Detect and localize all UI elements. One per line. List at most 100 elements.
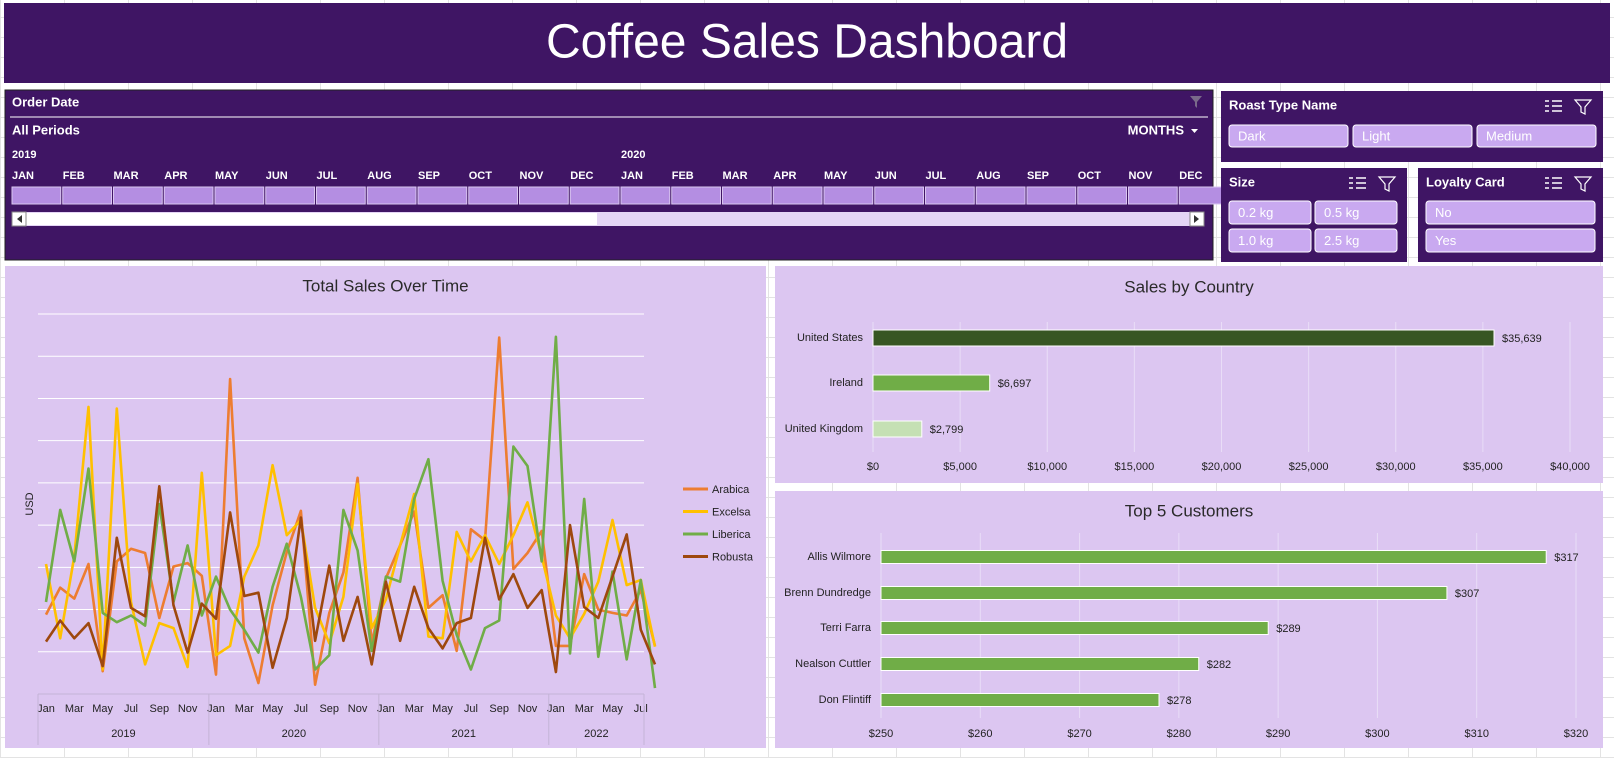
timeline-cell[interactable] (163, 186, 214, 205)
slicer-button[interactable] (1425, 228, 1596, 253)
slicer-item[interactable]: Light (1362, 128, 1391, 143)
multi-select-icon[interactable] (1349, 177, 1366, 189)
series-line (44, 405, 657, 671)
timeline-cell[interactable] (366, 186, 417, 205)
slicer-button[interactable] (1228, 228, 1312, 253)
timeline-cell[interactable] (265, 186, 315, 205)
dropdown-arrow (1191, 129, 1198, 133)
timeline-level[interactable]: MONTHS (1128, 122, 1185, 137)
slicer-item[interactable]: No (1435, 205, 1452, 220)
x-tick-label: $300 (1365, 728, 1389, 740)
timeline-cell[interactable] (11, 186, 62, 205)
x-tick-label: Nov (518, 703, 538, 715)
x-tick-label: $0 (867, 461, 879, 473)
x-tick-label: $250 (869, 728, 893, 740)
slicer-button[interactable] (1352, 124, 1473, 148)
timeline-month: DEC (570, 170, 593, 182)
y-axis-label: USD (24, 492, 36, 515)
timeline-cell[interactable] (1128, 186, 1178, 205)
data-label: $317 (1554, 552, 1578, 564)
x-tick-label: $15,000 (1114, 461, 1154, 473)
dashboard-title: Coffee Sales Dashboard (546, 16, 1068, 69)
timeline-cell[interactable] (620, 186, 671, 205)
clear-filter-icon[interactable] (1377, 176, 1397, 192)
clear-filter-icon[interactable] (1190, 96, 1202, 108)
timeline-cell[interactable] (1077, 186, 1127, 205)
bar (880, 621, 1269, 635)
timeline-cell[interactable] (468, 186, 518, 205)
timeline-cell[interactable] (1178, 186, 1229, 205)
bar (872, 420, 923, 438)
timeline-cell[interactable] (62, 186, 112, 205)
slicer-title: Size (1229, 174, 1255, 189)
timeline-month: AUG (367, 170, 391, 182)
x-tick-label: Mar (575, 703, 594, 715)
slicer-item[interactable]: 0.5 kg (1324, 205, 1359, 220)
slicer-button[interactable] (1228, 200, 1312, 225)
multi-select-icon[interactable] (1545, 100, 1562, 112)
category-label: Brenn Dundredge (784, 587, 871, 599)
timeline-cell[interactable] (113, 186, 163, 205)
category-label: Nealson Cuttler (795, 658, 871, 670)
timeline-year: 2019 (12, 149, 36, 161)
x-tick-label: Jul (294, 703, 308, 715)
slicer-item[interactable]: Yes (1435, 233, 1457, 248)
timeline-month: APR (164, 170, 187, 182)
timeline-month: JUN (266, 170, 288, 182)
timeline-month: JUL (926, 170, 947, 182)
series-line (44, 485, 657, 674)
timeline-cell[interactable] (925, 186, 975, 205)
category-label: Don Flintiff (819, 694, 872, 706)
timeline-cell[interactable] (214, 186, 265, 205)
timeline-cell[interactable] (569, 186, 620, 205)
timeline-cell[interactable] (417, 186, 468, 205)
timeline-cell[interactable] (671, 186, 721, 205)
timeline-title: Order Date (12, 94, 79, 109)
timeline-month: MAY (824, 170, 848, 182)
timeline-month: APR (773, 170, 796, 182)
slicer-item[interactable]: 1.0 kg (1238, 233, 1273, 248)
slicer-item[interactable]: Medium (1486, 128, 1532, 143)
header-band (4, 3, 1610, 83)
timeline-cell[interactable] (772, 186, 823, 205)
x-tick-label: $35,000 (1463, 461, 1503, 473)
slicer-button[interactable] (1425, 200, 1596, 225)
timeline-cell[interactable] (722, 186, 772, 205)
slicer-button[interactable] (1228, 124, 1349, 148)
bar (880, 586, 1448, 600)
slicer-title: Roast Type Name (1229, 97, 1337, 112)
bar (880, 550, 1547, 564)
x-tick-label: $320 (1564, 728, 1588, 740)
timeline-period: All Periods (12, 122, 80, 137)
timeline-month: DEC (1179, 170, 1202, 182)
timeline-month: JAN (12, 170, 34, 182)
clear-filter-icon[interactable] (1573, 99, 1593, 115)
timeline-month: OCT (1078, 170, 1102, 182)
slicer-button[interactable] (1476, 124, 1597, 148)
category-label: Ireland (829, 377, 863, 389)
slicer-item[interactable]: 2.5 kg (1324, 233, 1359, 248)
slicer-item[interactable]: 0.2 kg (1238, 205, 1273, 220)
x-tick-label: $40,000 (1550, 461, 1590, 473)
legend-label: Liberica (712, 529, 751, 541)
timeline-cell[interactable] (874, 186, 924, 205)
slicer-item[interactable]: Dark (1238, 128, 1266, 143)
timeline-cell[interactable] (316, 186, 366, 205)
timeline-month: NOV (520, 170, 545, 182)
slicer-button[interactable] (1314, 200, 1398, 225)
timeline-cell[interactable] (519, 186, 569, 205)
slicer-button[interactable] (1314, 228, 1398, 253)
timeline-cell[interactable] (823, 186, 874, 205)
scrollbar-thumb[interactable] (26, 213, 597, 225)
timeline-month: AUG (976, 170, 1000, 182)
clear-filter-icon[interactable] (1573, 176, 1593, 192)
multi-select-icon[interactable] (1545, 177, 1562, 189)
x-tick-label: Jul (634, 703, 648, 715)
chart-title: Sales by Country (1124, 277, 1254, 296)
chart-panel (775, 491, 1603, 748)
timeline-cell[interactable] (1026, 186, 1077, 205)
chart-title: Total Sales Over Time (302, 276, 468, 295)
x-tick-label: Nov (348, 703, 368, 715)
timeline-cell[interactable] (975, 186, 1026, 205)
group-label: 2022 (584, 728, 608, 740)
